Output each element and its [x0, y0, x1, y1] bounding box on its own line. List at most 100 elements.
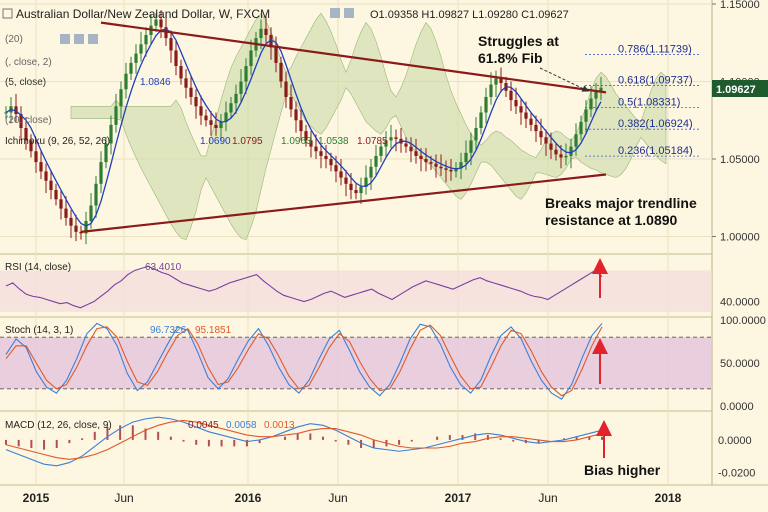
candle-body — [59, 199, 63, 209]
candle-body — [584, 109, 588, 122]
candle-body — [259, 28, 263, 39]
moving-average-line — [5, 28, 602, 227]
candle-body — [124, 73, 128, 90]
settings-icon[interactable] — [344, 8, 354, 18]
candle-body — [189, 87, 193, 97]
visibility-icon[interactable] — [330, 8, 340, 18]
candle-body — [44, 171, 48, 181]
candle-body — [79, 231, 83, 234]
candle-body — [99, 162, 103, 184]
candle-body — [354, 190, 358, 194]
candle-body — [69, 217, 73, 226]
indicator-legend: (20) (, close, 2) (5, close) 1.0846 (20,… — [5, 34, 388, 147]
stoch-k-value: 96.7326 — [150, 325, 187, 336]
indicator-settings-icon[interactable] — [74, 34, 84, 44]
time-tick-label: Jun — [114, 491, 133, 505]
annotation-breaks-2: resistance at 1.0890 — [545, 212, 678, 228]
fib-label: 0.5(1.08331) — [618, 96, 680, 108]
fib-label: 0.786(1.11739) — [618, 44, 692, 56]
ma2-label: (, close, 2) — [5, 57, 52, 68]
ma3-label: (5, close) — [5, 77, 46, 88]
macd-signal-line — [5, 419, 603, 460]
fib-label: 0.382(1.06924) — [618, 118, 693, 130]
ma1-label: (20) — [5, 34, 23, 45]
candle-body — [154, 19, 158, 26]
candle-body — [214, 124, 218, 128]
header-legend: Australian Dollar/New Zealand Dollar, W,… — [2, 7, 569, 21]
stoch-d-line — [5, 324, 603, 397]
macd-tick-label: 0.0000 — [718, 435, 752, 447]
candle-body — [409, 146, 413, 152]
candle-body — [489, 84, 493, 97]
ma4-label: (20, close) — [5, 115, 52, 126]
stoch-label: Stoch (14, 3, 1) — [5, 325, 73, 336]
stoch-d-value: 95.1851 — [195, 325, 232, 336]
annotation-struggle-1: Struggles at — [478, 33, 559, 49]
candle-body — [574, 134, 578, 147]
candle-body — [384, 140, 388, 147]
annotation-bias: Bias higher — [584, 462, 661, 478]
time-tick-label: Jun — [538, 491, 557, 505]
candle-body — [134, 53, 138, 63]
candle-body — [579, 121, 583, 135]
candle-body — [104, 143, 108, 163]
candle-body — [464, 152, 468, 163]
candle-body — [114, 106, 118, 125]
stoch-tick-label: 0.0000 — [720, 401, 754, 413]
candle-body — [309, 140, 313, 147]
price-tick-label: 1.05000 — [720, 154, 760, 166]
candle-body — [239, 81, 243, 94]
last-price-value: 1.09627 — [716, 84, 756, 96]
candle-body — [179, 66, 183, 79]
candle-body — [459, 162, 463, 169]
candle-body — [64, 208, 68, 218]
candle-body — [289, 97, 293, 110]
last-price-label: 1.09627 — [712, 80, 768, 97]
annotation-breaks-1: Breaks major trendline — [545, 195, 697, 211]
fibonacci-levels: 0.786(1.11739) 0.618(1.09737) 0.5(1.08331)… — [585, 44, 700, 157]
struggle-arrow — [539, 67, 590, 92]
candle-body — [474, 128, 478, 141]
candle-body — [229, 103, 233, 113]
candle-body — [589, 98, 593, 110]
candle-body — [219, 121, 223, 128]
time-tick-label: 2018 — [655, 491, 682, 505]
indicator-visibility-icon[interactable] — [60, 34, 70, 44]
candle-body — [274, 47, 278, 63]
candle-body — [529, 118, 533, 125]
ma-line — [5, 28, 602, 227]
candle-body — [404, 143, 408, 147]
candle-body — [539, 131, 543, 138]
time-tick-label: Jun — [328, 491, 347, 505]
candle-body — [454, 168, 458, 172]
candle-body — [4, 112, 8, 114]
candle-body — [279, 62, 283, 82]
fib-label: 0.618(1.09737) — [618, 75, 693, 87]
annotation-struggle-2: 61.8% Fib — [478, 50, 543, 66]
candle-body — [139, 44, 143, 54]
trendlines — [80, 21, 607, 233]
candle-body — [29, 140, 33, 152]
candle-body — [389, 137, 393, 141]
candle-body — [479, 112, 483, 128]
macd-label: MACD (12, 26, close, 9) — [5, 420, 112, 431]
candle-body — [554, 149, 558, 155]
macd-line-value: 0.0058 — [226, 420, 257, 431]
ichimoku-value-1: 1.0690 — [200, 136, 231, 147]
candle-body — [359, 186, 363, 194]
time-tick-label: 2017 — [445, 491, 472, 505]
collapse-icon[interactable] — [2, 8, 13, 19]
indicator-add-icon[interactable] — [88, 34, 98, 44]
rsi-band — [0, 270, 712, 312]
candle-body — [294, 109, 298, 121]
candle-body — [509, 90, 513, 101]
symbol-title: Australian Dollar/New Zealand Dollar, W,… — [16, 7, 270, 21]
candle-body — [449, 169, 453, 172]
candle-body — [434, 163, 438, 167]
fib-label: 0.236(1.05184) — [618, 145, 693, 157]
price-tick-label: 1.00000 — [720, 232, 760, 244]
candle-body — [374, 155, 378, 167]
ichimoku-value-4: 1.0538 — [318, 136, 349, 147]
candle-body — [594, 90, 598, 99]
candle-body — [339, 171, 343, 178]
